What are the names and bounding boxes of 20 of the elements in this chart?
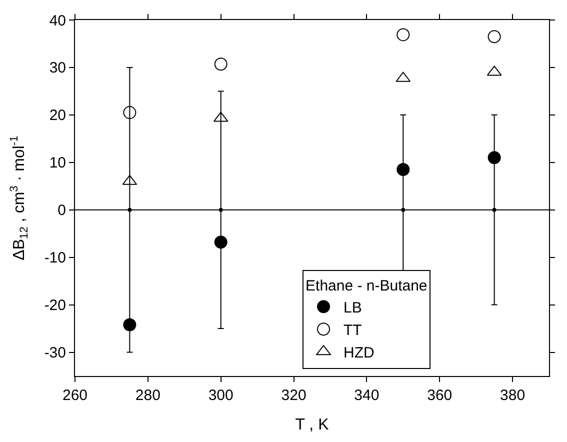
x-tick-label: 320 bbox=[281, 387, 306, 404]
x-axis-title: T , K bbox=[295, 416, 330, 434]
y-tick-label: 40 bbox=[49, 12, 66, 30]
x-tick-label: 260 bbox=[62, 387, 88, 404]
y-tick-label: 10 bbox=[49, 154, 66, 172]
y-tick-label: 20 bbox=[49, 107, 66, 124]
y-tick-label: -10 bbox=[44, 250, 66, 267]
x-tick-label: 340 bbox=[354, 387, 380, 404]
x-tick-label: 380 bbox=[500, 387, 526, 404]
x-tick-label: 280 bbox=[135, 387, 160, 404]
legend-label: LB bbox=[344, 299, 362, 316]
y-tick-label: -20 bbox=[44, 297, 66, 314]
legend-label: HZD bbox=[344, 344, 375, 362]
y-tick-label: 30 bbox=[49, 60, 66, 77]
legend-label: TT bbox=[344, 322, 362, 339]
y-tick-label: 0 bbox=[58, 202, 66, 220]
legend-title: Ethane - n-Butane bbox=[306, 277, 428, 294]
x-tick-label: 360 bbox=[427, 387, 452, 404]
y-tick-label: -30 bbox=[44, 344, 66, 362]
x-tick-label: 300 bbox=[208, 387, 234, 404]
